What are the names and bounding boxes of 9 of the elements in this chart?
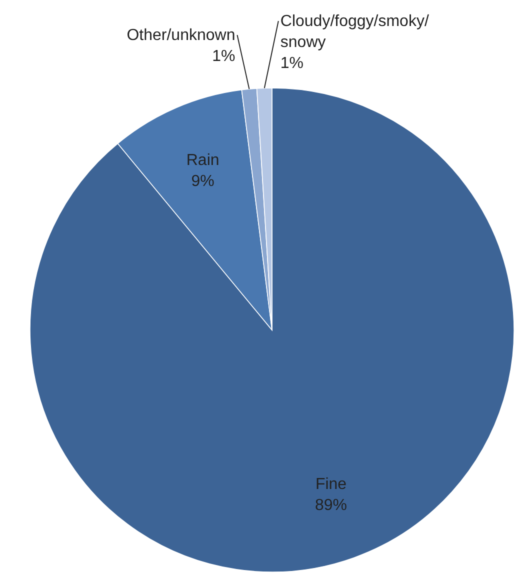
data-label: 89% <box>315 496 348 514</box>
data-label: 9% <box>191 173 214 190</box>
pie-slice <box>30 88 514 572</box>
data-label: 1% <box>280 55 304 72</box>
data-label: 1% <box>212 48 236 65</box>
slice-label: Other/unknown <box>126 27 236 44</box>
slice-label: Rain <box>186 152 220 170</box>
slice-label: Fine <box>315 476 347 493</box>
slice-label: Cloudy/foggy/smoky/snowy <box>280 13 430 51</box>
